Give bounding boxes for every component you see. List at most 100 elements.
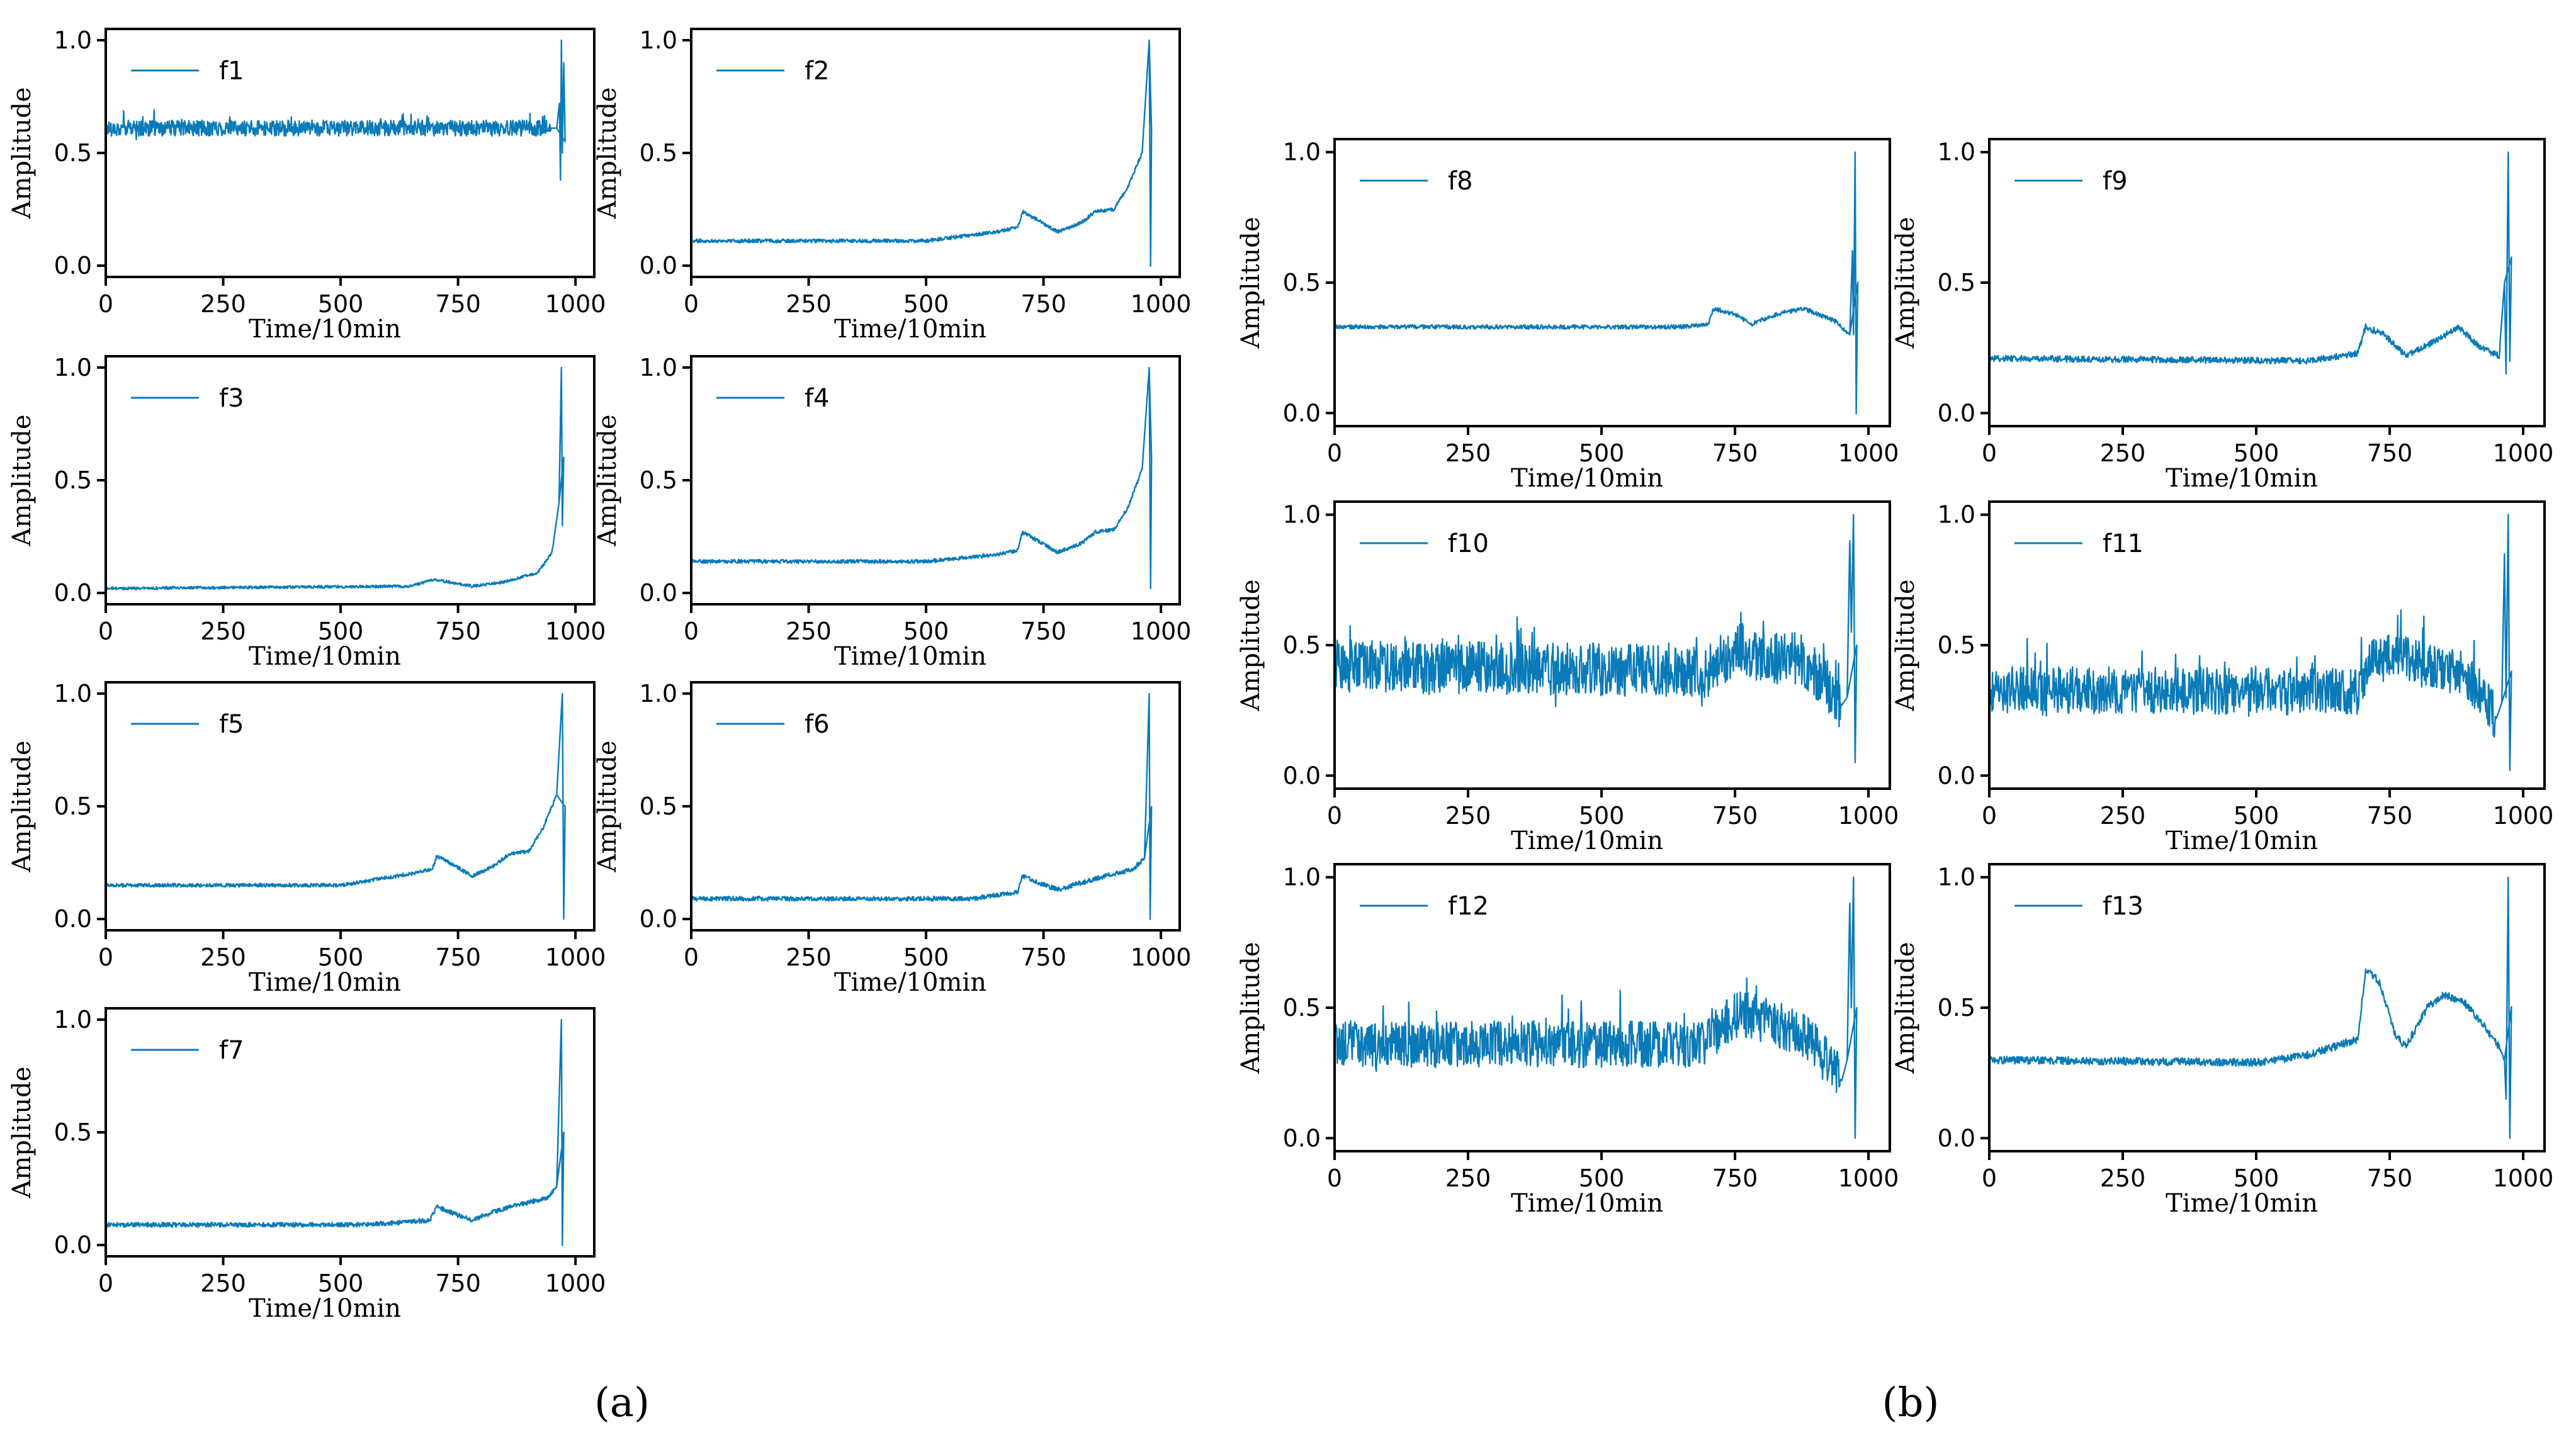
x-tick-label: 1000 bbox=[1838, 439, 1899, 467]
y-tick-label: 1.0 bbox=[1283, 864, 1321, 891]
y-tick-label: 0.5 bbox=[640, 792, 677, 820]
x-axis-title: Time/10min bbox=[2166, 1189, 2318, 1218]
x-axis-title: Time/10min bbox=[249, 968, 401, 997]
x-tick-label: 500 bbox=[318, 943, 364, 971]
series-line-f12 bbox=[1333, 876, 1858, 1139]
panel-label-a: (a) bbox=[594, 1380, 650, 1426]
y-tick-label: 0.0 bbox=[1938, 762, 1975, 789]
x-tick-label: 0 bbox=[98, 617, 113, 645]
x-tick-label: 500 bbox=[1579, 802, 1625, 830]
series-line-f6 bbox=[690, 692, 1153, 920]
legend-label: f4 bbox=[805, 384, 830, 413]
x-tick-label: 0 bbox=[684, 290, 699, 318]
series-line-f5 bbox=[105, 692, 566, 920]
y-tick-label: 0.5 bbox=[1938, 631, 1975, 659]
x-tick-label: 750 bbox=[2367, 802, 2413, 830]
y-tick-label: 1.0 bbox=[1938, 864, 1975, 891]
x-axis-title: Time/10min bbox=[249, 642, 401, 671]
x-tick-label: 0 bbox=[98, 943, 113, 971]
legend-label: f1 bbox=[219, 57, 244, 86]
series-line-f4 bbox=[690, 366, 1153, 590]
x-tick-label: 500 bbox=[318, 290, 364, 318]
y-tick-label: 1.0 bbox=[640, 680, 677, 707]
x-tick-label: 0 bbox=[1327, 439, 1342, 467]
legend-label: f7 bbox=[219, 1036, 244, 1065]
y-tick-label: 0.0 bbox=[54, 579, 92, 607]
legend-label: f8 bbox=[1448, 167, 1473, 196]
subplot-f1: 0 250 500 750 1000 0.0 0.5 1.0 Time/10min Amplitu… bbox=[8, 26, 606, 344]
y-tick-label: 1.0 bbox=[54, 680, 92, 707]
y-tick-label: 0.0 bbox=[640, 252, 677, 279]
series-line-f3 bbox=[105, 366, 565, 591]
x-tick-label: 500 bbox=[1579, 439, 1625, 467]
x-tick-label: 750 bbox=[435, 290, 481, 318]
y-tick-label: 0.0 bbox=[1283, 399, 1321, 427]
legend-label: f9 bbox=[2103, 167, 2128, 196]
subplot-f9: 0 250 500 750 1000 0.0 0.5 1.0 Time/10min Amplitu… bbox=[1891, 138, 2553, 493]
x-tick-label: 250 bbox=[786, 943, 832, 971]
y-tick-label: 0.0 bbox=[1938, 1124, 1975, 1152]
x-tick-label: 0 bbox=[98, 1270, 113, 1297]
y-tick-label: 0.5 bbox=[1938, 269, 1975, 296]
x-tick-label: 250 bbox=[200, 617, 246, 645]
x-tick-label: 750 bbox=[1020, 943, 1066, 971]
x-axis-title: Time/10min bbox=[834, 642, 986, 671]
subplot-f11: 0 250 500 750 1000 0.0 0.5 1.0 Time/10min Amplitu… bbox=[1891, 500, 2553, 855]
x-tick-label: 250 bbox=[1445, 802, 1491, 830]
series-line-f10 bbox=[1333, 514, 1858, 763]
x-tick-label: 500 bbox=[318, 617, 364, 645]
y-axis-title: Amplitude bbox=[1236, 217, 1265, 349]
x-tick-label: 1000 bbox=[545, 290, 606, 318]
x-axis-title: Time/10min bbox=[1511, 464, 1663, 493]
y-axis-title: Amplitude bbox=[8, 740, 37, 872]
subplot-f12: 0 250 500 750 1000 0.0 0.5 1.0 Time/10min Amplitu… bbox=[1236, 863, 1899, 1218]
y-tick-label: 0.5 bbox=[1283, 631, 1321, 659]
y-tick-label: 0.0 bbox=[54, 1231, 92, 1259]
x-tick-label: 250 bbox=[2100, 439, 2146, 467]
series-line-f7 bbox=[105, 1018, 565, 1246]
subplot-f13: 0 250 500 750 1000 0.0 0.5 1.0 Time/10min Amplitu… bbox=[1891, 863, 2553, 1218]
x-tick-label: 250 bbox=[2100, 1164, 2146, 1192]
x-tick-label: 500 bbox=[903, 943, 949, 971]
x-axis-title: Time/10min bbox=[834, 968, 986, 997]
y-tick-label: 0.0 bbox=[640, 579, 677, 607]
y-axis-title: Amplitude bbox=[8, 1066, 37, 1198]
x-tick-label: 1000 bbox=[1838, 1164, 1899, 1192]
subplot-grid: 0 250 500 750 1000 0.0 0.5 1.0 Time/10min Amplitu… bbox=[8, 26, 2553, 1323]
x-tick-label: 1000 bbox=[1131, 617, 1192, 645]
x-tick-label: 250 bbox=[786, 290, 832, 318]
legend-label: f6 bbox=[805, 710, 830, 739]
y-tick-label: 0.0 bbox=[640, 905, 677, 933]
x-tick-label: 750 bbox=[2367, 439, 2413, 467]
y-tick-label: 1.0 bbox=[1283, 138, 1321, 166]
y-axis-title: Amplitude bbox=[1236, 579, 1265, 711]
y-axis-title: Amplitude bbox=[593, 87, 622, 219]
y-tick-label: 1.0 bbox=[1283, 501, 1321, 529]
y-tick-label: 0.5 bbox=[54, 1118, 92, 1146]
x-tick-label: 0 bbox=[684, 617, 699, 645]
x-tick-label: 250 bbox=[200, 943, 246, 971]
x-tick-label: 750 bbox=[1712, 439, 1758, 467]
x-tick-label: 500 bbox=[2234, 439, 2279, 467]
subplot-f4: 0 250 500 750 1000 0.0 0.5 1.0 Time/10min Amplitu… bbox=[593, 354, 1192, 671]
x-tick-label: 750 bbox=[435, 943, 481, 971]
x-tick-label: 250 bbox=[786, 617, 832, 645]
series-line-f11 bbox=[1988, 514, 2512, 772]
x-tick-label: 1000 bbox=[545, 943, 606, 971]
x-tick-label: 0 bbox=[1327, 1164, 1342, 1192]
x-tick-label: 1000 bbox=[1131, 943, 1192, 971]
subplot-f8: 0 250 500 750 1000 0.0 0.5 1.0 Time/10min Amplitu… bbox=[1236, 138, 1899, 493]
x-tick-label: 1000 bbox=[545, 617, 606, 645]
x-tick-label: 750 bbox=[2367, 1164, 2413, 1192]
x-axis-title: Time/10min bbox=[834, 315, 986, 344]
x-axis-title: Time/10min bbox=[2166, 826, 2318, 855]
y-tick-label: 0.5 bbox=[1938, 994, 1975, 1022]
series-line-f9 bbox=[1988, 151, 2512, 375]
y-axis-title: Amplitude bbox=[8, 414, 37, 546]
y-axis-title: Amplitude bbox=[593, 740, 622, 872]
x-tick-label: 500 bbox=[2234, 802, 2279, 830]
y-tick-label: 1.0 bbox=[1938, 501, 1975, 529]
y-axis-title: Amplitude bbox=[1891, 217, 1920, 349]
subplot-f10: 0 250 500 750 1000 0.0 0.5 1.0 Time/10min Amplitu… bbox=[1236, 500, 1899, 855]
